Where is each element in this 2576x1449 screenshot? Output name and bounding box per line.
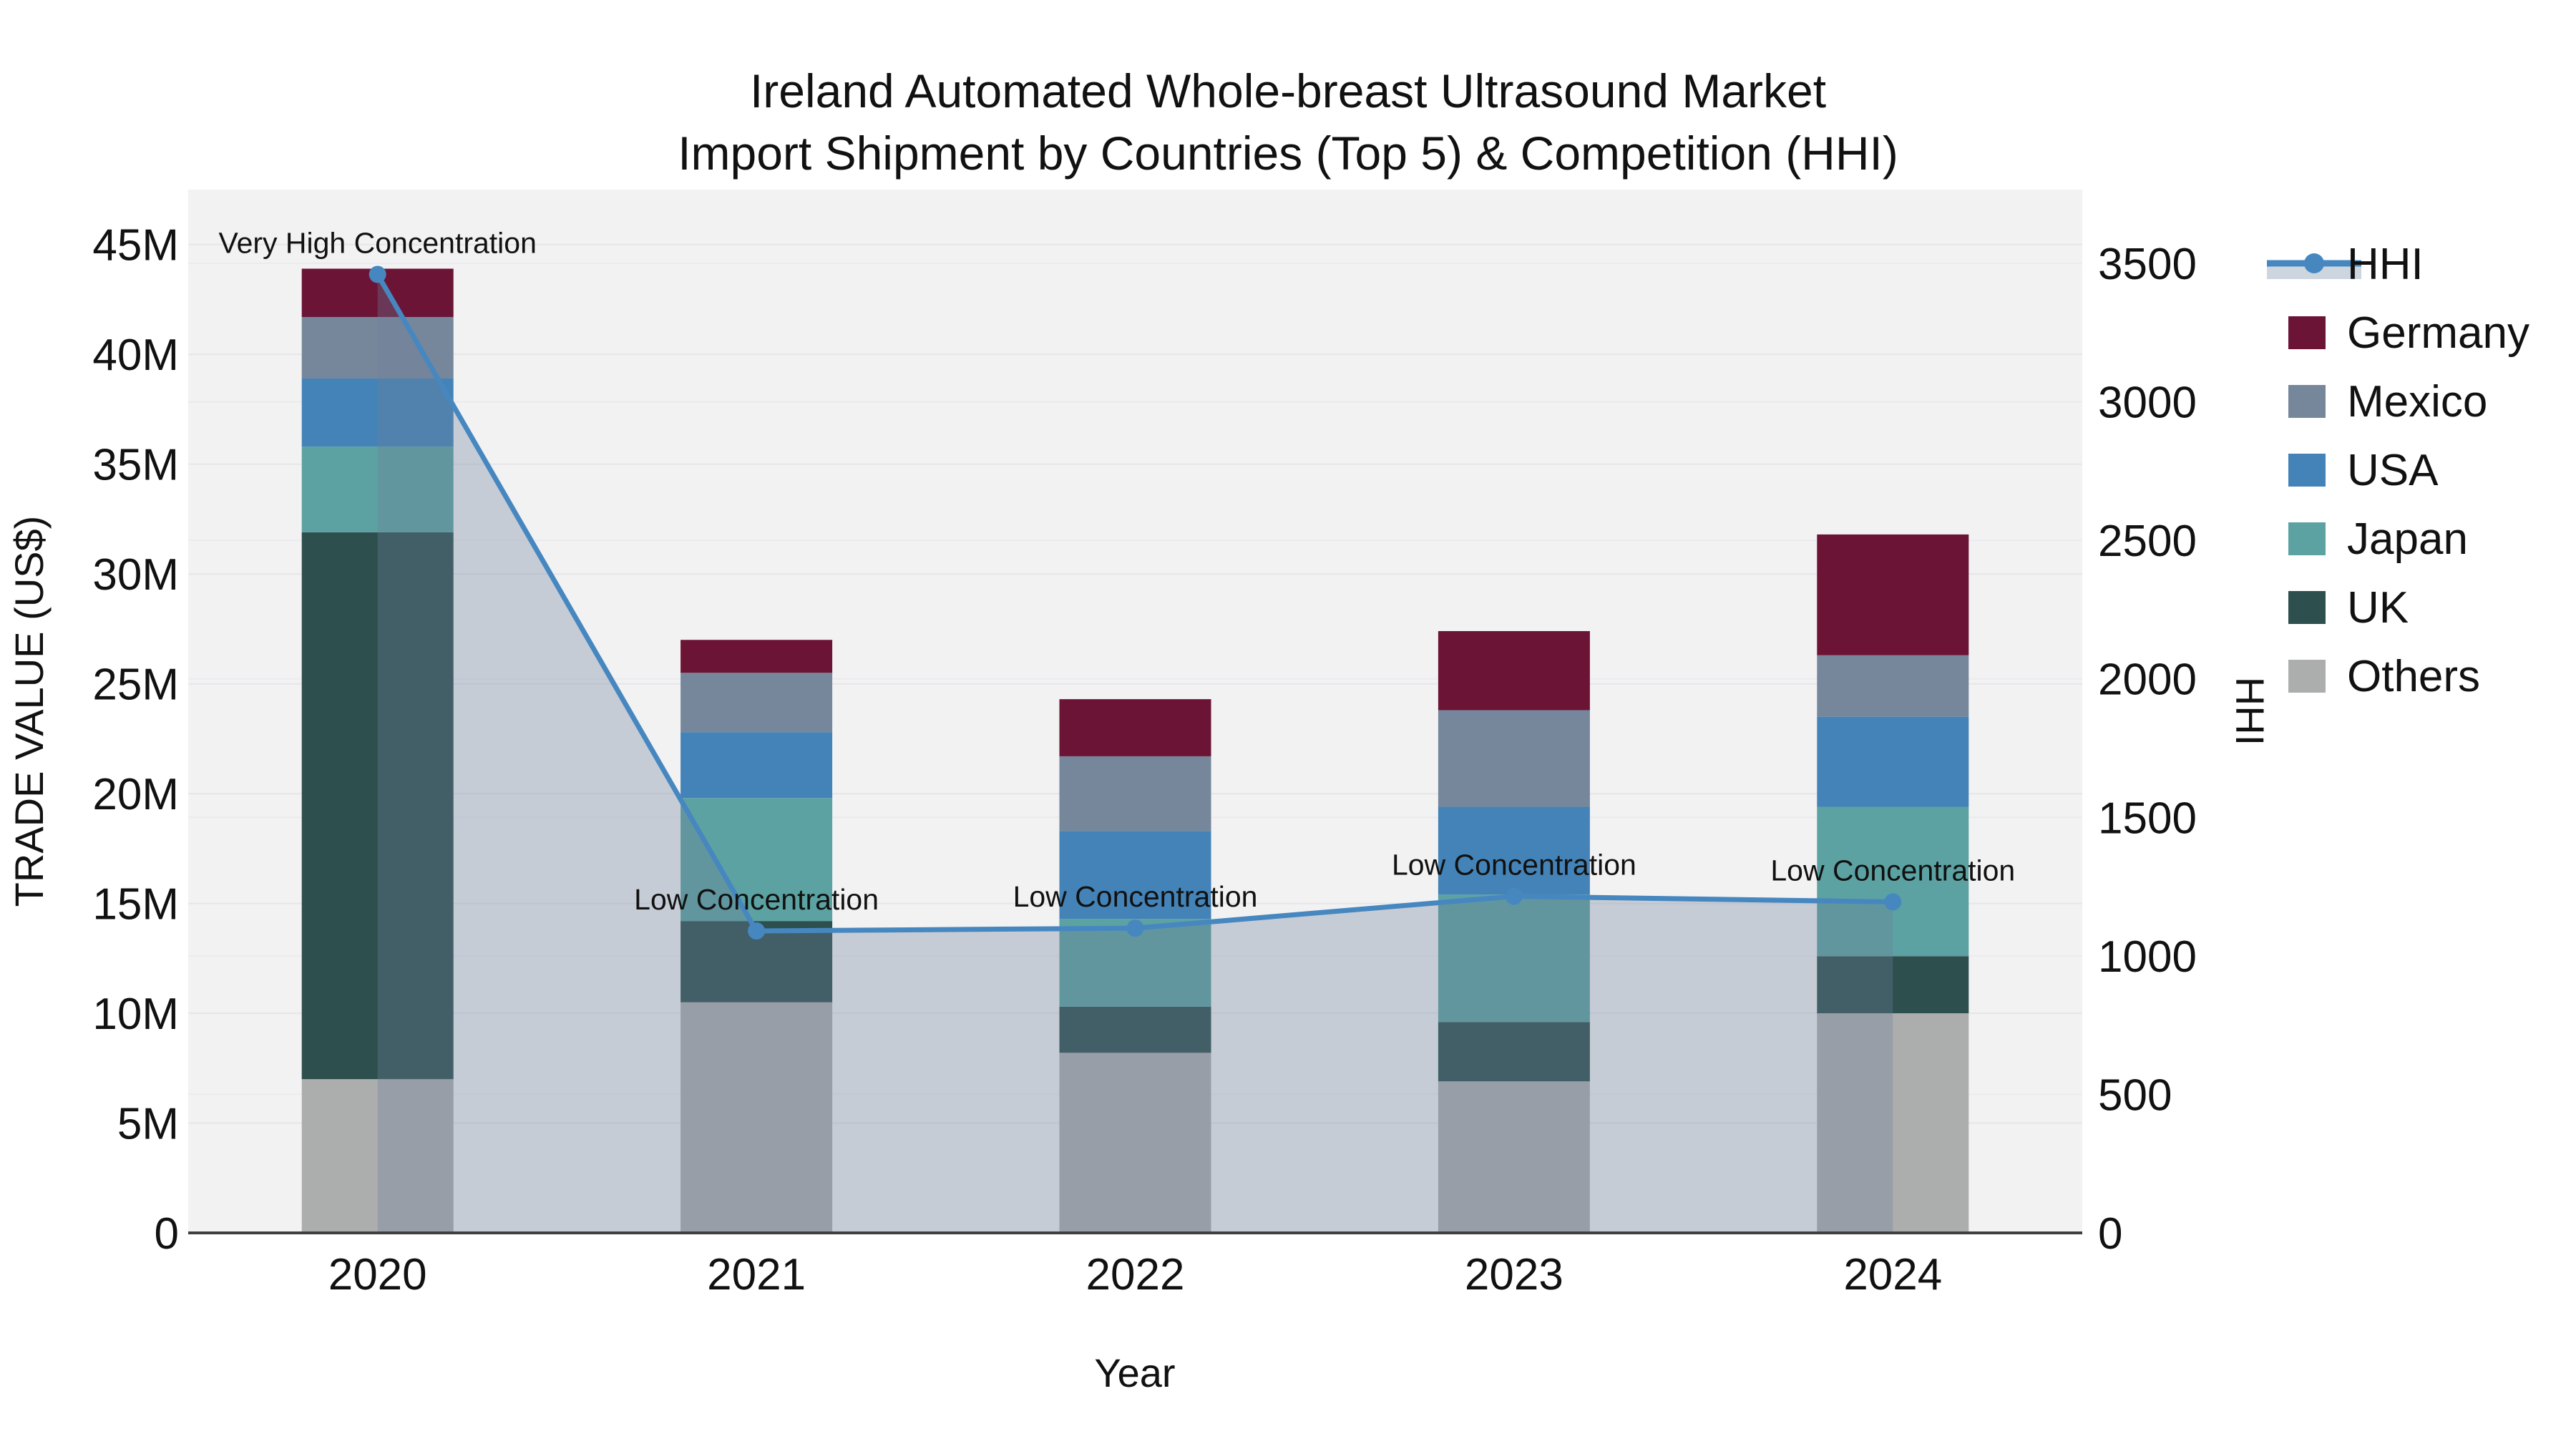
annotation-2021: Low Concentration <box>634 883 879 916</box>
bar-segment-uk-2022[interactable] <box>1059 1006 1211 1053</box>
left-tick-45M: 45M <box>92 221 179 270</box>
left-tick-15M: 15M <box>92 880 179 930</box>
bar-segment-others-2021[interactable] <box>680 1002 833 1233</box>
left-axis-title: TRADE VALUE (US$) <box>6 516 52 907</box>
annotations: Very High Concentration Low Concentration… <box>218 226 2015 916</box>
bar-segment-mexico-2020[interactable] <box>301 317 454 379</box>
bar-segment-mexico-2022[interactable] <box>1059 756 1211 831</box>
bar-segment-mexico-2024[interactable] <box>1817 655 1969 717</box>
legend-item-hhi[interactable]: HHI <box>2267 240 2424 289</box>
legend-item-japan[interactable]: Japan <box>2288 514 2468 564</box>
legend-swatch-mexico <box>2288 385 2326 418</box>
x-axis-title: Year <box>1094 1350 1175 1395</box>
legend-item-mexico[interactable]: Mexico <box>2288 377 2487 426</box>
bar-segment-japan-2023[interactable] <box>1438 894 1590 1023</box>
hhi-marker-2023[interactable] <box>1505 887 1523 905</box>
legend-item-others[interactable]: Others <box>2288 652 2480 701</box>
legend-label-germany: Germany <box>2347 308 2529 358</box>
legend-swatch-usa <box>2288 454 2326 487</box>
bar-segment-usa-2023[interactable] <box>1438 806 1590 895</box>
chart-title-line2: Import Shipment by Countries (Top 5) & C… <box>678 127 1898 180</box>
annotation-2022: Low Concentration <box>1013 880 1258 913</box>
left-tick-5M: 5M <box>117 1100 179 1149</box>
hhi-marker-2021[interactable] <box>748 922 766 940</box>
bar-segment-germany-2023[interactable] <box>1438 630 1590 711</box>
bar-segment-usa-2020[interactable] <box>301 378 454 447</box>
legend-swatch-japan <box>2288 522 2326 555</box>
bar-segment-others-2020[interactable] <box>301 1079 454 1233</box>
hhi-line-series <box>369 265 1902 940</box>
legend-swatch-germany <box>2288 316 2326 349</box>
legend-label-hhi: HHI <box>2347 240 2424 289</box>
bar-segment-mexico-2021[interactable] <box>680 673 833 733</box>
annotation-2020: Very High Concentration <box>218 226 536 259</box>
bar-segment-usa-2024[interactable] <box>1817 716 1969 807</box>
legend-item-uk[interactable]: UK <box>2288 583 2409 633</box>
bar-segment-others-2022[interactable] <box>1059 1053 1211 1233</box>
left-tick-0: 0 <box>155 1209 179 1259</box>
x-tick-2023: 2023 <box>1465 1250 1563 1299</box>
left-tick-10M: 10M <box>92 990 179 1039</box>
x-tick-2022: 2022 <box>1086 1250 1185 1299</box>
bar-segment-usa-2022[interactable] <box>1059 831 1211 919</box>
axis-tick-labels: 0 5M 10M 15M 20M 25M 30M 35M 40M 45M 0 500 1000 1500 2… <box>92 221 2197 1299</box>
bar-segment-usa-2021[interactable] <box>680 732 833 799</box>
legend-label-mexico: Mexico <box>2347 377 2487 426</box>
right-axis-title: HHI <box>2228 677 2273 746</box>
bar-segment-germany-2024[interactable] <box>1817 534 1969 655</box>
legend-label-usa: USA <box>2347 446 2439 495</box>
left-tick-40M: 40M <box>92 331 179 380</box>
bar-segment-japan-2020[interactable] <box>301 447 454 532</box>
legend-swatch-others <box>2288 660 2326 693</box>
hhi-area-fill <box>377 274 1893 1234</box>
legend-hhi-marker-icon <box>2304 253 2324 273</box>
legend-label-uk: UK <box>2347 583 2409 633</box>
bar-segment-others-2023[interactable] <box>1438 1081 1590 1233</box>
bar-segment-uk-2023[interactable] <box>1438 1022 1590 1082</box>
annotation-2023: Low Concentration <box>1392 849 1636 882</box>
legend-item-germany[interactable]: Germany <box>2288 308 2529 358</box>
left-tick-35M: 35M <box>92 441 179 490</box>
bar-segment-japan-2021[interactable] <box>680 798 833 922</box>
bar-segment-uk-2020[interactable] <box>301 532 454 1080</box>
left-tick-20M: 20M <box>92 770 179 819</box>
x-tick-2024: 2024 <box>1843 1250 1942 1299</box>
right-tick-3500: 3500 <box>2098 240 2197 289</box>
chart-title-line1: Ireland Automated Whole-breast Ultrasoun… <box>750 64 1826 117</box>
bar-segment-japan-2024[interactable] <box>1817 806 1969 957</box>
bar-segment-mexico-2023[interactable] <box>1438 710 1590 807</box>
x-tick-2020: 2020 <box>328 1250 427 1299</box>
annotation-2024: Low Concentration <box>1770 854 2015 887</box>
legend: HHI Germany Mexico USA Japan UK Others <box>2267 240 2529 701</box>
bar-segment-uk-2024[interactable] <box>1817 956 1969 1014</box>
right-tick-3000: 3000 <box>2098 379 2197 428</box>
right-tick-2000: 2000 <box>2098 655 2197 705</box>
right-tick-1000: 1000 <box>2098 932 2197 982</box>
bar-segment-germany-2022[interactable] <box>1059 699 1211 756</box>
right-tick-2500: 2500 <box>2098 517 2197 566</box>
bar-segment-others-2024[interactable] <box>1817 1013 1969 1233</box>
legend-swatch-uk <box>2288 591 2326 624</box>
right-tick-1500: 1500 <box>2098 794 2197 843</box>
left-tick-30M: 30M <box>92 550 179 600</box>
legend-label-others: Others <box>2347 652 2480 701</box>
right-tick-500: 500 <box>2098 1070 2172 1120</box>
legend-label-japan: Japan <box>2347 514 2468 564</box>
x-tick-2021: 2021 <box>707 1250 806 1299</box>
bar-segment-germany-2021[interactable] <box>680 640 833 673</box>
hhi-area-polygon <box>377 274 1893 1234</box>
hhi-marker-2024[interactable] <box>1884 893 1902 911</box>
legend-item-usa[interactable]: USA <box>2288 446 2439 495</box>
left-tick-25M: 25M <box>92 660 179 710</box>
stacked-bars <box>301 268 1969 1233</box>
hhi-marker-2022[interactable] <box>1126 919 1144 937</box>
hhi-marker-2020[interactable] <box>369 265 386 283</box>
right-tick-0: 0 <box>2098 1209 2122 1259</box>
